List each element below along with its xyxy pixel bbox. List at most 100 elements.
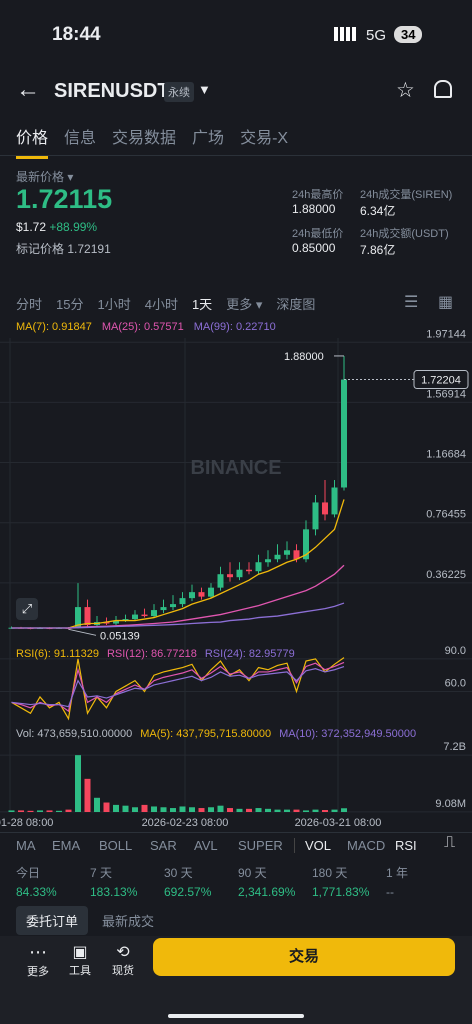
candle-body — [303, 529, 309, 560]
last-price-box — [413, 370, 469, 390]
y-tick-label: 0.76455 — [426, 509, 466, 521]
tools-button[interactable]: ▣ 工具 — [68, 942, 92, 978]
volume-bar — [246, 808, 252, 812]
volume-bar — [75, 755, 81, 812]
stat-value: 0.85000 — [292, 241, 336, 255]
stat-label: 24h成交量(SIREN) — [360, 189, 453, 201]
status-network: 5G — [366, 27, 387, 44]
tab[interactable]: 交易数据 — [112, 130, 177, 147]
tab[interactable]: 价格 — [16, 124, 49, 159]
volume-bar — [312, 809, 319, 812]
tab[interactable]: 交易-X — [240, 130, 289, 147]
usd: $1.72 — [16, 220, 47, 234]
indicator-settings[interactable]: ⎍ — [444, 834, 456, 851]
candle-body — [255, 562, 262, 572]
candle-body — [208, 587, 214, 597]
divider — [0, 155, 472, 156]
interval[interactable]: 4小时 — [144, 297, 178, 312]
mark-label: 标记价格 — [16, 242, 65, 256]
symbol[interactable]: SIRENUSDT — [54, 80, 170, 102]
interval[interactable]: 深度图 — [276, 297, 316, 312]
candle-body — [217, 574, 224, 588]
performance-value: -- — [386, 885, 394, 899]
volume-bar — [341, 808, 347, 812]
icon: ⟲ — [116, 944, 130, 961]
candle-body — [341, 379, 347, 488]
interval[interactable]: 1小时 — [97, 297, 131, 312]
candle-body — [122, 619, 129, 621]
legend-entry: RSI(12): 86.77218 — [106, 648, 197, 660]
candle-body — [284, 550, 290, 555]
performance-item: 今日 84.33% — [16, 864, 90, 899]
indicator[interactable]: RSI — [395, 838, 417, 853]
order-tab[interactable]: 委托订单 — [16, 906, 89, 935]
volume-bar — [274, 809, 281, 812]
indicator[interactable]: MACD — [347, 838, 386, 853]
spot-button[interactable]: ⟲ 现货 — [111, 942, 135, 978]
rsi-line — [11, 661, 345, 713]
icon: ⋯ — [29, 942, 47, 962]
legend-entry: MA(10): 372,352,949.50000 — [279, 728, 417, 740]
volume-bar — [198, 808, 205, 812]
interval[interactable]: 分时 — [16, 297, 43, 312]
dropdown[interactable]: ▼ — [198, 82, 211, 97]
legend-entry: Vol: 473,659,510.00000 — [16, 728, 133, 740]
layout-icon[interactable]: ▦ — [438, 294, 454, 311]
low-label: 0.05139 — [100, 630, 140, 642]
indicator[interactable]: VOL — [305, 838, 332, 853]
volume-bar — [132, 807, 138, 812]
interval[interactable]: 15分 — [56, 297, 84, 312]
volume-bar — [84, 778, 91, 812]
volume-bar — [122, 805, 129, 812]
tab[interactable]: 广场 — [192, 130, 225, 147]
label: 更多 — [27, 966, 49, 978]
candle-body — [322, 502, 328, 515]
interval[interactable]: 更多 ▾ — [226, 297, 263, 312]
stat-label: 24h最高价 — [292, 189, 344, 201]
candle-body — [179, 598, 186, 605]
indicator[interactable]: SUPER — [238, 838, 295, 853]
candle-body — [198, 592, 205, 597]
back-button[interactable]: ← — [16, 76, 40, 103]
performance-value: 84.33% — [16, 885, 57, 899]
volume-bar — [322, 810, 328, 812]
vol-legend: Vol: 473,659,510.00000 MA(5): 437,795,71… — [16, 728, 416, 740]
indicator[interactable]: MA — [16, 838, 36, 853]
volume-bar — [18, 810, 24, 812]
favorite[interactable]: ☆ — [396, 79, 415, 102]
volume-bar — [37, 810, 43, 812]
ma-line — [11, 602, 345, 629]
y-tick-label: 0.36225 — [426, 569, 466, 581]
volume-bar — [103, 802, 110, 812]
indicator[interactable]: EMA — [52, 838, 81, 853]
order-tab[interactable]: 最新成交 — [102, 914, 155, 929]
volume-bar — [179, 806, 186, 812]
y-tick-label: 7.2B — [443, 741, 466, 753]
bell[interactable] — [434, 80, 452, 98]
candle-body — [331, 487, 338, 515]
status-time: 18:44 — [52, 24, 101, 45]
fullscreen[interactable]: ⤢ — [16, 598, 38, 620]
volume-bar — [236, 808, 243, 812]
label: 现货 — [112, 965, 134, 977]
volume-bar — [303, 810, 309, 812]
performance-label: 180 天 — [312, 866, 348, 880]
volume-bar — [8, 810, 15, 812]
more-button[interactable]: ⋯ 更多 — [26, 942, 50, 979]
volume-bar — [170, 808, 176, 812]
indicator[interactable]: SAR — [150, 838, 177, 853]
stat-label: 24h最低价 — [292, 228, 344, 240]
tabs: 价格 信息 交易数据 广场 交易-X — [16, 124, 288, 159]
trade-button[interactable]: 交易 — [153, 938, 455, 976]
tab[interactable]: 信息 — [64, 130, 97, 147]
indicator[interactable]: BOLL — [99, 838, 133, 853]
candle-body — [151, 610, 157, 617]
settings-icon[interactable]: ☰ — [404, 294, 419, 311]
icon: ▣ — [72, 944, 88, 961]
candle-body — [103, 622, 110, 624]
label: 工具 — [69, 965, 91, 977]
indicator[interactable]: AVL — [194, 838, 218, 853]
interval[interactable]: 1天 — [191, 297, 213, 312]
legend-entry: MA(7): 0.91847 — [16, 321, 92, 333]
